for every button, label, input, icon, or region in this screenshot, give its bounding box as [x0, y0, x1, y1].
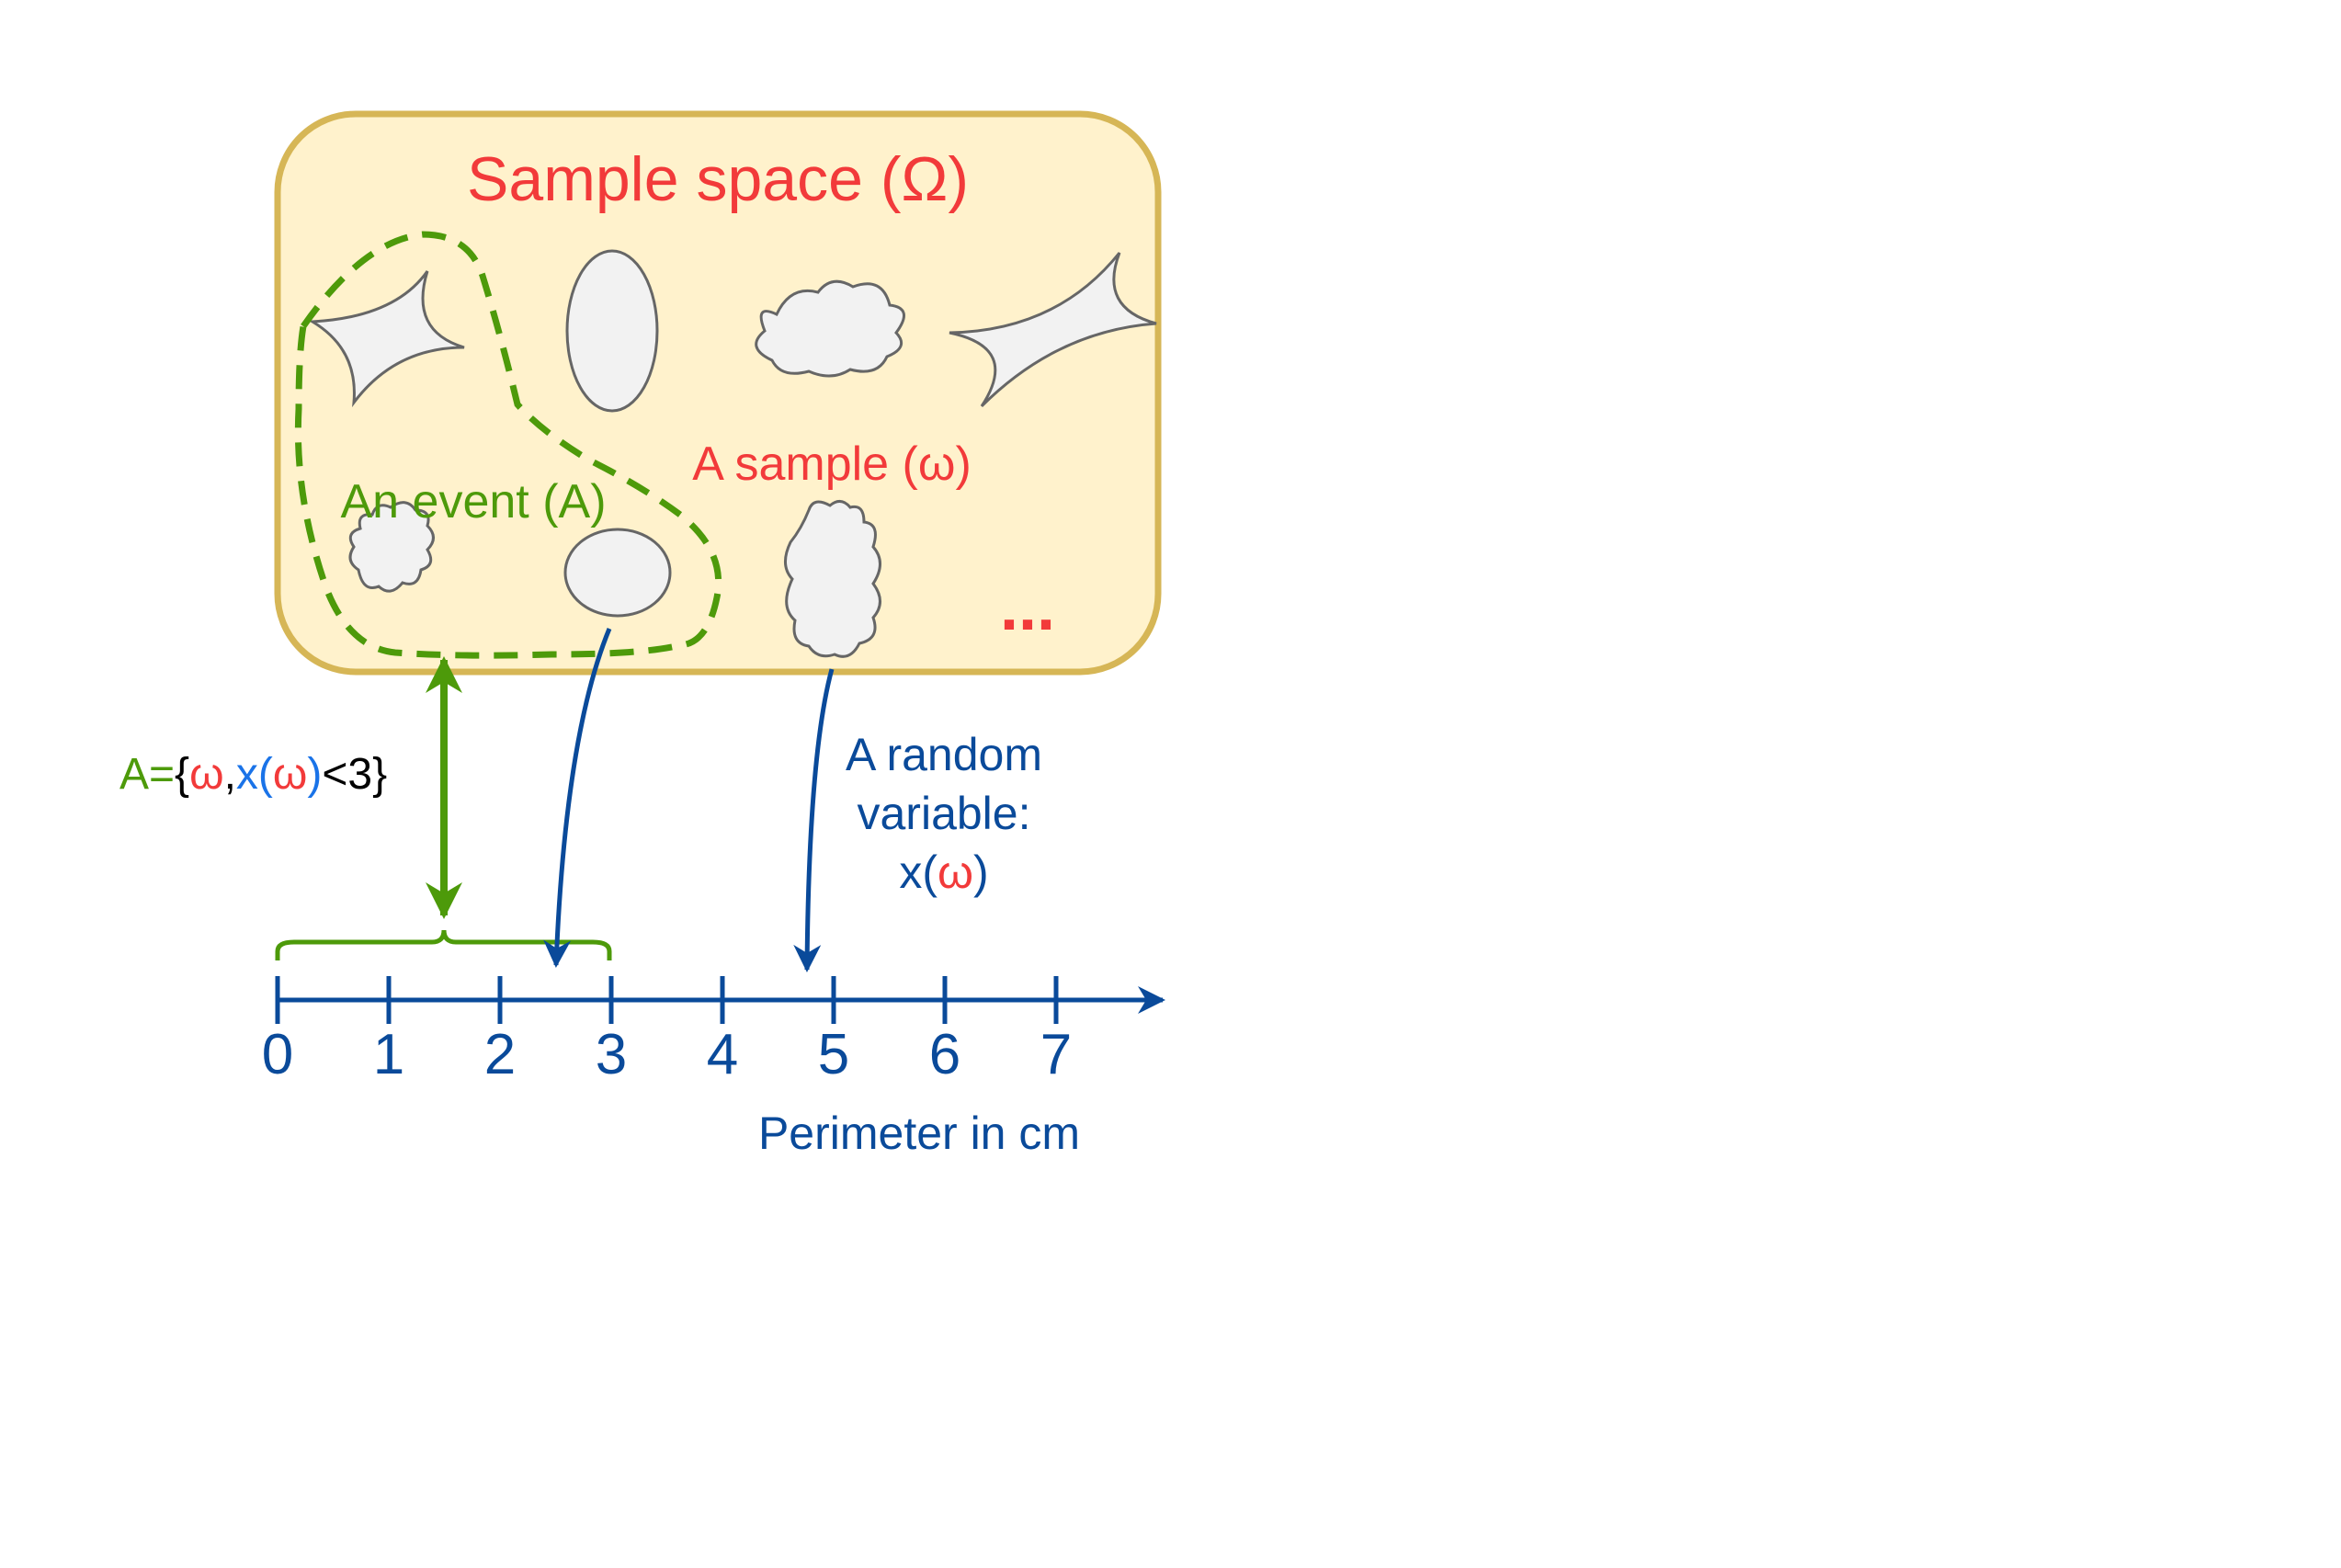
axis-tick-label-0: 0 — [262, 1023, 293, 1086]
tall-ellipse-shape — [565, 249, 659, 413]
number-line: 0 1 2 3 4 5 6 7 Perimeter in cm — [262, 976, 1165, 1159]
sample-label: A sample (ω) — [692, 437, 972, 491]
event-def-open-brace: { — [175, 750, 189, 799]
random-variable-line2: variable: — [858, 788, 1031, 839]
ellipsis-text: ... — [1000, 571, 1055, 644]
event-definition: A={ω,x(ω)<3} — [119, 750, 387, 799]
axis-tick-label-7: 7 — [1040, 1023, 1072, 1086]
random-variable-line1: A random — [846, 729, 1042, 780]
event-brace — [275, 929, 612, 960]
event-def-omega1: ω — [189, 750, 223, 799]
event-def-paren-close: ) — [307, 750, 322, 799]
event-label: An event (A) — [340, 475, 606, 528]
axis-tick-label-3: 3 — [596, 1023, 627, 1086]
cloud-shape-tall — [784, 500, 881, 658]
event-def-omega2: ω — [273, 750, 307, 799]
random-variable-line3: x(ω) — [899, 846, 988, 898]
ellipse-shape-bottom — [563, 528, 672, 618]
mapping-arrow-cloud — [793, 668, 835, 972]
curved-star-shape-right — [949, 252, 1157, 408]
axis-tick-label-1: 1 — [373, 1023, 404, 1086]
event-def-eq: = — [149, 750, 175, 799]
random-variable-close: ) — [973, 846, 989, 898]
axis-tick-label-2: 2 — [484, 1023, 516, 1086]
cloud-shape-top — [755, 279, 905, 378]
axis-ticks: 0 1 2 3 4 5 6 7 — [262, 976, 1072, 1086]
curved-star-shape — [308, 270, 465, 408]
event-def-comma: , — [224, 750, 236, 799]
axis-tick-label-4: 4 — [707, 1023, 738, 1086]
cloud-shape-small — [348, 501, 435, 593]
axis-label: Perimeter in cm — [758, 1108, 1080, 1159]
sample-space-box: Sample space (Ω) — [274, 110, 1162, 676]
event-def-x: x — [236, 750, 258, 799]
event-def-lt3: <3 — [322, 750, 372, 799]
sample-space-title: Sample space (Ω) — [467, 144, 969, 214]
random-variable-omega: ω — [938, 846, 973, 898]
axis-tick-label-5: 5 — [818, 1023, 849, 1086]
sample-shapes: ... — [308, 249, 1157, 658]
event-dashed-outline — [294, 231, 722, 659]
random-variable-x: x( — [899, 846, 938, 898]
mapping-arrow-ellipse — [543, 628, 612, 968]
axis-tick-label-6: 6 — [929, 1023, 960, 1086]
event-def-close-brace: } — [372, 750, 387, 799]
event-def-paren-open: ( — [258, 750, 273, 799]
event-def-a: A — [119, 750, 149, 799]
